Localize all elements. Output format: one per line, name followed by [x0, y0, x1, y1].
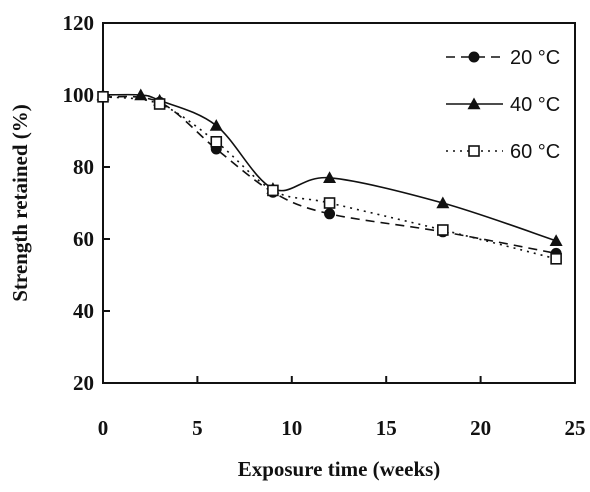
y-tick-label: 120 — [63, 11, 95, 35]
data-point — [550, 253, 562, 265]
legend-item: 60 °C — [446, 141, 560, 163]
data-point — [549, 234, 563, 246]
x-tick-label: 0 — [98, 416, 109, 440]
legend: 20 °C 40 °C 60 °C — [446, 47, 560, 163]
y-tick-label: 80 — [73, 155, 94, 179]
y-axis-title: Strength retained (%) — [8, 104, 32, 302]
data-point — [467, 97, 481, 110]
data-point — [134, 88, 148, 101]
legend-item: 20 °C — [446, 47, 560, 69]
series-layer — [96, 88, 563, 265]
data-point — [97, 91, 109, 103]
x-axis-title: Exposure time (weeks) — [238, 457, 441, 481]
x-tick-label: 5 — [192, 416, 203, 440]
legend-item: 40 °C — [446, 94, 560, 116]
plot-frame — [102, 22, 576, 384]
y-axis-ticks: 20 40 60 80 100 120 — [63, 11, 110, 395]
data-point — [468, 145, 480, 157]
data-point — [323, 171, 337, 183]
legend-label: 40 °C — [510, 94, 560, 116]
series-3 — [97, 91, 562, 265]
x-axis-ticks: 0 5 10 15 20 25 — [98, 376, 586, 440]
data-point — [323, 197, 336, 209]
data-point — [210, 136, 223, 148]
x-tick-label: 20 — [470, 416, 491, 440]
x-tick-label: 10 — [281, 416, 302, 440]
legend-label: 60 °C — [510, 141, 560, 163]
data-point — [153, 98, 166, 110]
y-tick-label: 60 — [73, 227, 94, 251]
legend-label: 20 °C — [510, 47, 560, 69]
x-tick-label: 25 — [565, 416, 586, 440]
y-tick-label: 20 — [73, 371, 94, 395]
y-tick-label: 100 — [63, 83, 95, 107]
y-tick-label: 40 — [73, 299, 94, 323]
series-2 — [96, 88, 563, 246]
data-point — [468, 51, 480, 63]
data-point — [324, 208, 336, 220]
data-point — [436, 196, 450, 209]
data-point — [209, 119, 223, 131]
x-tick-label: 15 — [376, 416, 397, 440]
data-point — [437, 224, 449, 236]
data-point — [267, 184, 279, 197]
